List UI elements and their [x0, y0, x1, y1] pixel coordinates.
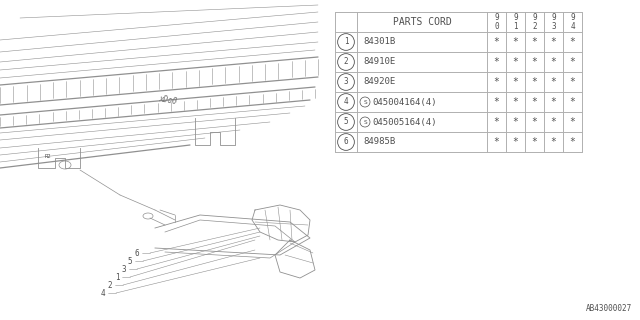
Text: PARTS CORD: PARTS CORD: [392, 17, 451, 27]
Text: *: *: [493, 117, 499, 127]
Text: 84301B: 84301B: [363, 37, 396, 46]
Text: xDo0: xDo0: [158, 94, 178, 106]
Text: R2: R2: [45, 154, 51, 158]
Text: *: *: [570, 117, 575, 127]
Text: 9
3: 9 3: [551, 13, 556, 31]
Text: *: *: [513, 77, 518, 87]
Text: 3: 3: [122, 265, 126, 274]
Text: *: *: [513, 117, 518, 127]
Text: 84910E: 84910E: [363, 58, 396, 67]
Text: 3: 3: [344, 77, 348, 86]
Text: 6: 6: [344, 138, 348, 147]
Text: *: *: [550, 137, 556, 147]
Text: 84920E: 84920E: [363, 77, 396, 86]
Text: *: *: [550, 37, 556, 47]
Text: 9
4: 9 4: [570, 13, 575, 31]
Text: 045004164(4): 045004164(4): [372, 98, 436, 107]
Text: 1: 1: [115, 273, 119, 282]
Text: 1: 1: [344, 37, 348, 46]
Text: *: *: [513, 37, 518, 47]
Text: *: *: [570, 97, 575, 107]
Text: *: *: [493, 97, 499, 107]
Text: *: *: [532, 137, 538, 147]
Text: 9
2: 9 2: [532, 13, 537, 31]
Text: 6: 6: [134, 249, 140, 258]
Text: *: *: [493, 57, 499, 67]
Text: *: *: [550, 117, 556, 127]
Text: *: *: [493, 37, 499, 47]
Text: *: *: [570, 37, 575, 47]
Text: *: *: [532, 77, 538, 87]
Text: S: S: [363, 100, 367, 105]
Text: 2: 2: [344, 58, 348, 67]
Text: 5: 5: [344, 117, 348, 126]
Text: *: *: [532, 117, 538, 127]
Text: 9
1: 9 1: [513, 13, 518, 31]
Text: AB43000027: AB43000027: [586, 304, 632, 313]
Text: 4: 4: [344, 98, 348, 107]
Text: *: *: [532, 37, 538, 47]
Text: *: *: [513, 57, 518, 67]
Text: *: *: [513, 137, 518, 147]
Text: 5: 5: [128, 257, 132, 266]
Text: *: *: [550, 97, 556, 107]
Text: 4: 4: [100, 289, 106, 298]
Text: *: *: [570, 57, 575, 67]
Text: *: *: [570, 137, 575, 147]
Text: 9
0: 9 0: [494, 13, 499, 31]
Text: 2: 2: [108, 281, 112, 290]
Text: *: *: [493, 77, 499, 87]
Text: *: *: [570, 77, 575, 87]
Text: *: *: [493, 137, 499, 147]
Text: 045005164(4): 045005164(4): [372, 117, 436, 126]
Text: *: *: [532, 57, 538, 67]
Text: S: S: [363, 119, 367, 124]
Text: *: *: [550, 77, 556, 87]
Text: *: *: [550, 57, 556, 67]
Text: 84985B: 84985B: [363, 138, 396, 147]
Text: *: *: [532, 97, 538, 107]
Text: *: *: [513, 97, 518, 107]
